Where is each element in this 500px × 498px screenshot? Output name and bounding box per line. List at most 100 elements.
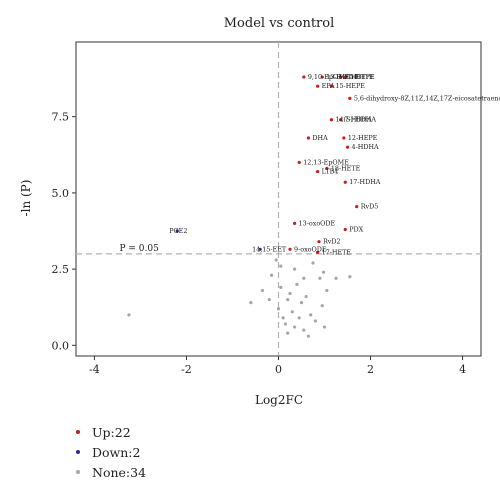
point-up xyxy=(317,240,321,244)
point-label: 12-HEPE xyxy=(348,134,378,142)
point-none xyxy=(322,325,327,329)
legend-marker-none xyxy=(76,470,80,474)
data-points xyxy=(127,75,359,338)
point-label: 15-HEPE xyxy=(335,82,365,90)
point-none xyxy=(274,258,278,262)
point-up xyxy=(325,166,329,171)
point-none xyxy=(318,276,322,280)
point-up xyxy=(320,75,324,79)
point-label: DHA xyxy=(312,134,328,142)
x-tick-label: -4 xyxy=(89,363,100,376)
point-label: 7-HDHA xyxy=(345,116,372,124)
point-none xyxy=(260,288,264,293)
point-none xyxy=(313,319,317,323)
point-label: 17-HDHA xyxy=(349,178,381,186)
y-tick-label: 2.5 xyxy=(52,263,70,276)
x-tick-label: -2 xyxy=(181,363,192,376)
point-none xyxy=(279,264,283,268)
point-none xyxy=(311,261,315,265)
point-label: 13-HOTrE xyxy=(326,73,359,81)
point-label: 14(S)-HDHA xyxy=(335,116,376,124)
point-none xyxy=(283,322,288,326)
point-label: EPA xyxy=(322,82,335,90)
point-none xyxy=(302,276,306,280)
point-up xyxy=(297,160,301,165)
legend-label-up: Up:22 xyxy=(92,425,131,440)
x-tick-label: 4 xyxy=(459,363,466,376)
point-label: 17-HETE xyxy=(322,248,352,256)
point-none xyxy=(325,288,329,293)
x-axis-label: Log2FC xyxy=(255,393,303,407)
point-up xyxy=(345,145,350,149)
point-label: 5-HEPE xyxy=(349,73,375,81)
point-none xyxy=(334,276,338,280)
threshold-lines: P = 0.05 xyxy=(76,42,481,356)
point-none xyxy=(309,313,313,317)
point-label: 13-oxoODE xyxy=(299,219,336,227)
point-up xyxy=(343,75,347,79)
point-label: 5,6-dihydroxy-8Z,11Z,14Z,17Z-eicosatetra… xyxy=(354,94,500,102)
point-label: 9,10-EpOME xyxy=(308,73,350,81)
point-up xyxy=(339,118,343,122)
point-none xyxy=(281,316,285,320)
point-none xyxy=(348,275,352,279)
point-up xyxy=(293,221,297,225)
point-up xyxy=(288,247,292,251)
point-label: 9-HOTrE xyxy=(345,73,374,81)
point-none xyxy=(322,270,326,274)
point-up xyxy=(329,118,334,122)
chart-title: Model vs control xyxy=(224,16,335,31)
point-up xyxy=(316,84,320,88)
x-tick-label: 2 xyxy=(367,363,374,376)
point-up xyxy=(342,136,346,140)
point-none xyxy=(295,282,299,286)
point-none xyxy=(290,310,294,314)
point-none xyxy=(267,298,271,302)
point-label: 12,13-EpOME xyxy=(303,158,349,166)
point-none xyxy=(320,304,324,308)
point-up xyxy=(343,180,347,184)
legend-label-down: Down:2 xyxy=(92,445,140,460)
axis-ticks: -4 -2 0 2 4 0.0 2.5 5.0 7.5 xyxy=(52,111,467,376)
point-down xyxy=(175,229,179,233)
point-none xyxy=(299,301,304,305)
point-down xyxy=(258,247,262,251)
y-tick-label: 0.0 xyxy=(52,339,70,352)
y-axis-label: -ln (P) xyxy=(19,180,33,217)
point-up xyxy=(339,75,343,79)
point-up xyxy=(302,75,306,79)
point-none xyxy=(302,328,306,332)
point-label: RvD2 xyxy=(323,238,341,246)
point-none xyxy=(293,325,297,329)
point-up xyxy=(306,136,311,140)
point-label: 18-HETE xyxy=(331,165,361,173)
point-none xyxy=(249,301,253,305)
legend: Up:22 Down:2 None:34 xyxy=(76,425,146,480)
point-none xyxy=(293,267,297,271)
y-tick-label: 7.5 xyxy=(52,111,70,124)
point-up xyxy=(355,205,359,209)
point-none xyxy=(306,334,311,338)
point-label: PDX xyxy=(349,225,363,233)
y-tick-label: 5.0 xyxy=(52,187,70,200)
point-label: 4-HDHA xyxy=(352,143,379,151)
point-none xyxy=(279,285,283,290)
point-none xyxy=(286,298,290,302)
point-up xyxy=(316,250,320,254)
point-label: 14,15-EET xyxy=(252,245,287,253)
legend-label-none: None:34 xyxy=(92,465,146,480)
point-none xyxy=(288,291,292,296)
point-none xyxy=(304,294,308,299)
point-label: RvD5 xyxy=(361,203,379,211)
x-tick-label: 0 xyxy=(275,363,282,376)
legend-marker-down xyxy=(76,450,80,454)
point-up xyxy=(343,227,347,232)
point-label: 9-oxoODE xyxy=(294,245,327,253)
legend-marker-up xyxy=(76,430,80,434)
point-up xyxy=(316,169,320,174)
point-label: PGE2 xyxy=(169,227,187,235)
point-none xyxy=(286,331,290,335)
point-label: LTB4 xyxy=(322,168,339,176)
